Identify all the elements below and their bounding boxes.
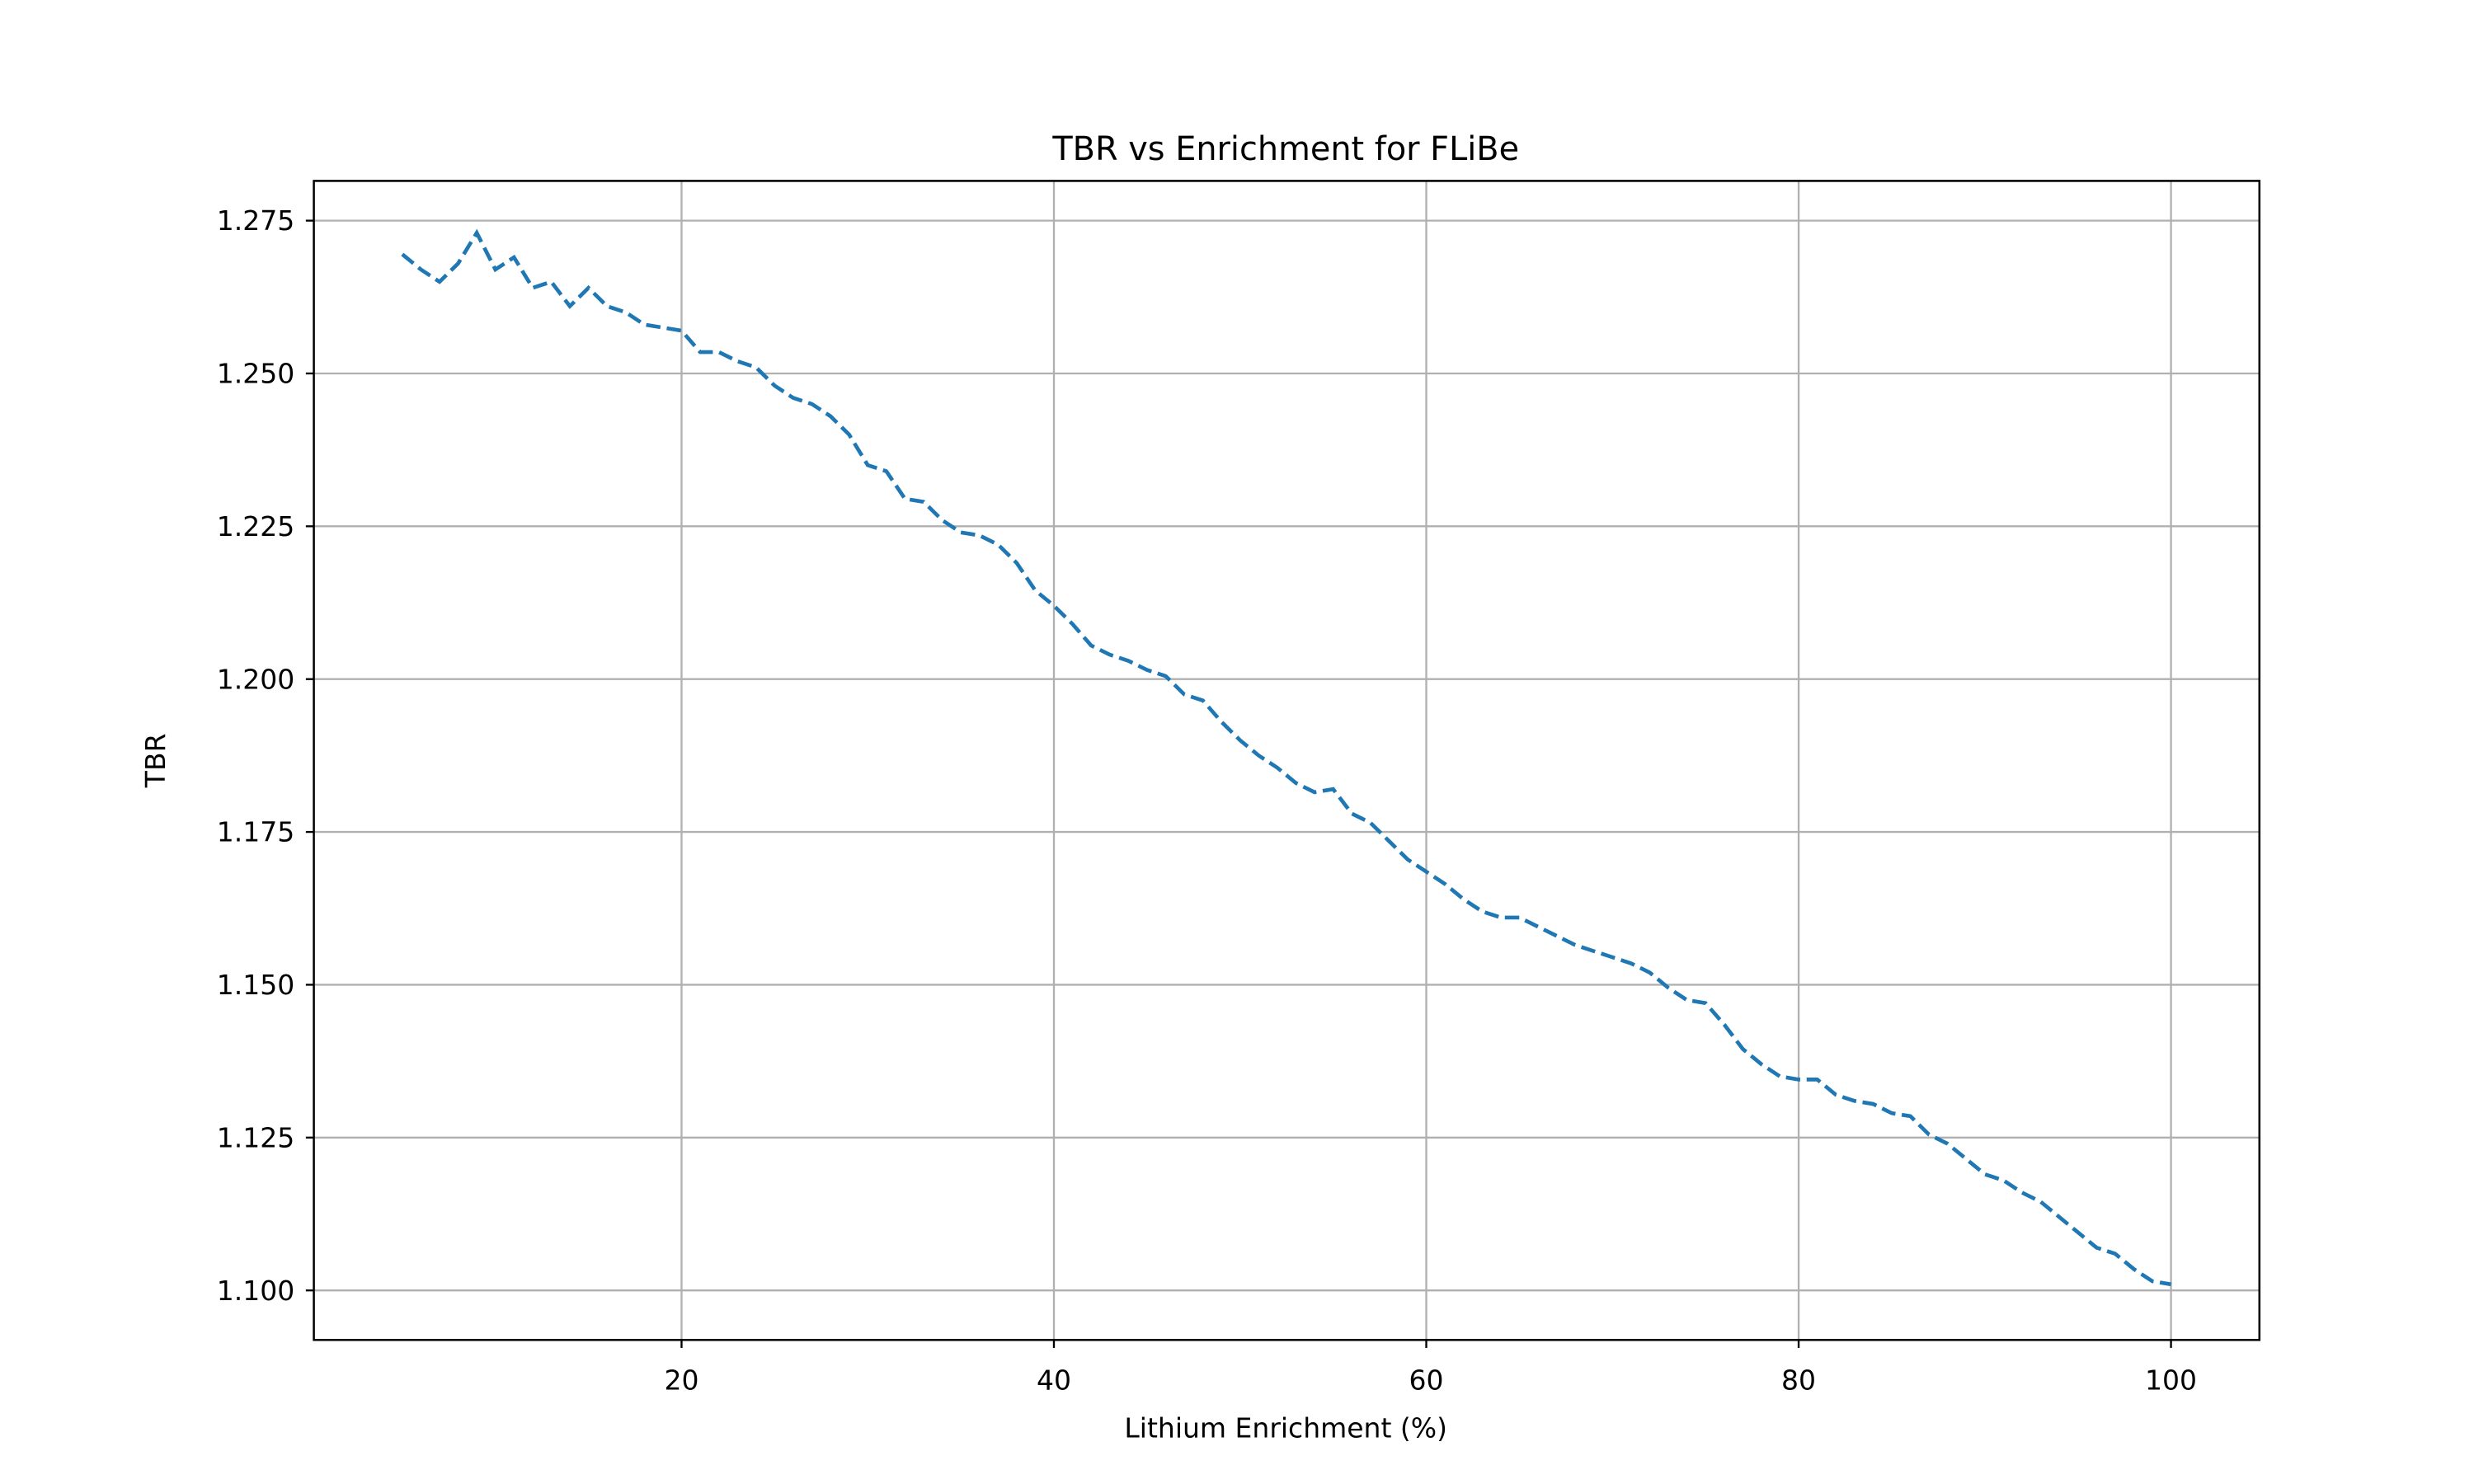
y-tick-label: 1.250	[217, 358, 294, 390]
grid	[313, 181, 2260, 1341]
x-tick-label: 20	[664, 1364, 698, 1396]
x-tick-label: 60	[1409, 1364, 1444, 1396]
y-tick-label: 1.150	[217, 969, 294, 1001]
x-tick-label: 40	[1037, 1364, 1071, 1396]
plot-area	[401, 228, 2171, 1287]
y-tick-label: 1.175	[217, 816, 294, 848]
x-axis-label: Lithium Enrichment (%)	[1124, 1412, 1447, 1444]
x-tick-label: 80	[1781, 1364, 1816, 1396]
y-tick-label: 1.125	[217, 1121, 294, 1153]
y-axis-label: TBR	[139, 733, 172, 788]
y-tick-label: 1.275	[217, 204, 294, 237]
axes-frame	[313, 180, 2261, 1341]
y-tick-label: 1.225	[217, 510, 294, 542]
chart-title: TBR vs Enrichment for FLiBe	[1051, 130, 1519, 168]
data-line	[401, 228, 2171, 1287]
y-tick-label: 1.200	[217, 663, 294, 695]
x-tick-label: 100	[2145, 1364, 2197, 1396]
y-tick-label: 1.100	[217, 1275, 294, 1307]
